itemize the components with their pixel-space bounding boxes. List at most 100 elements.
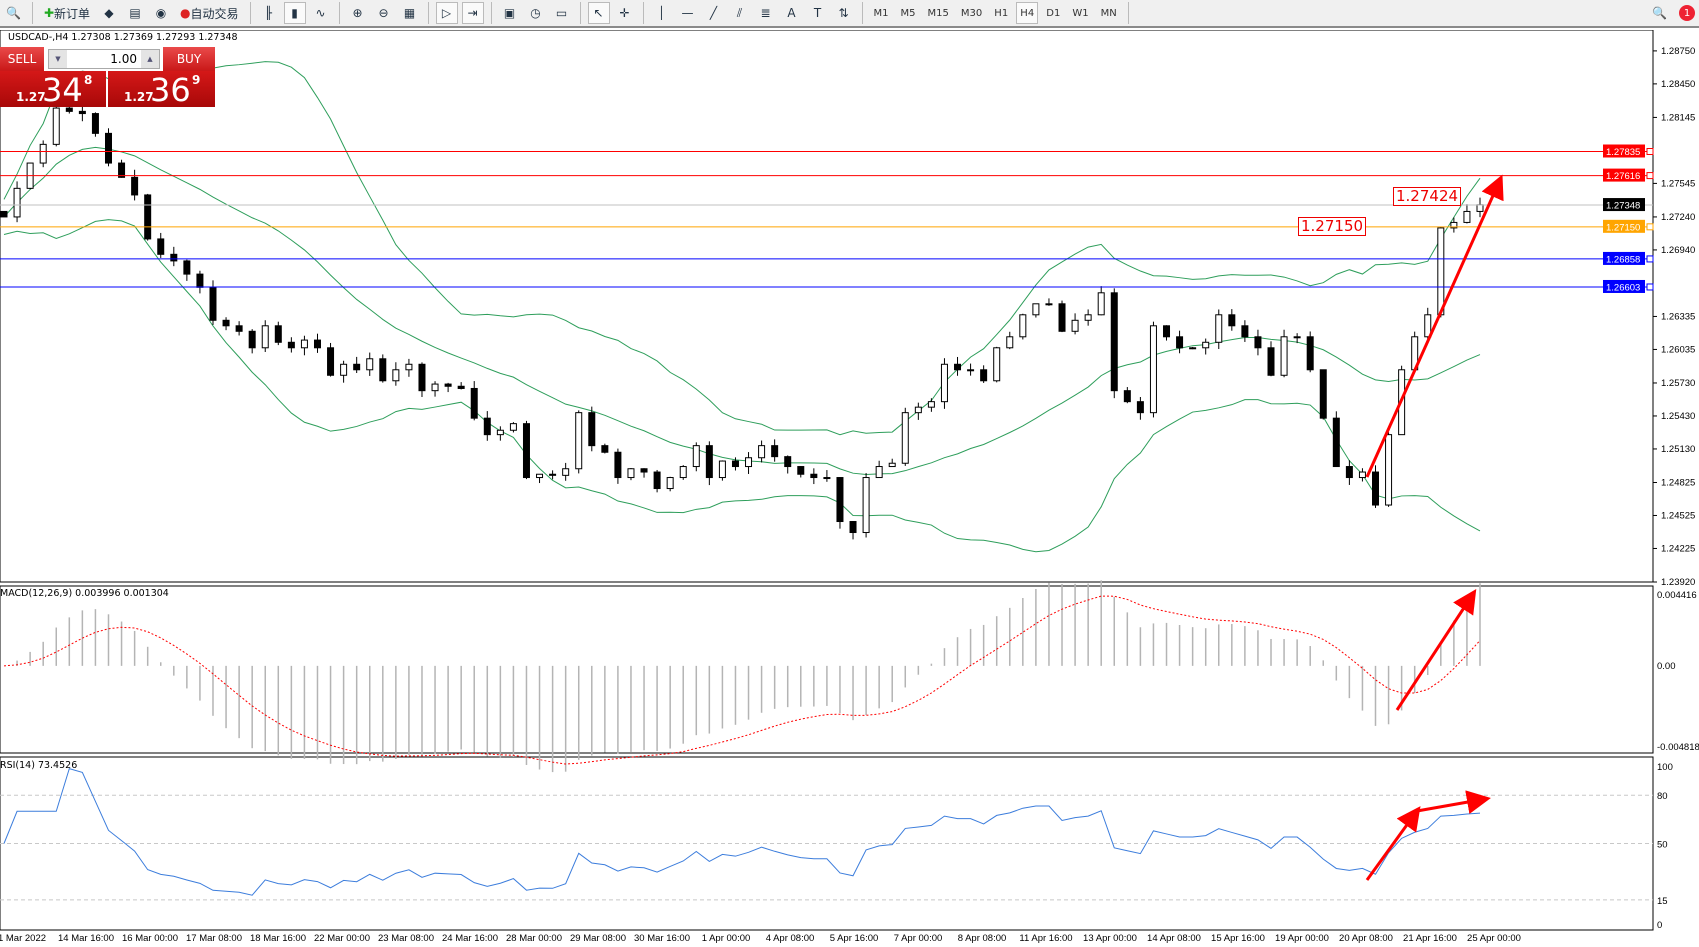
- bear-candle: [287, 341, 295, 349]
- toolbar-separator: [861, 2, 863, 24]
- buy-price[interactable]: 1.27 36 9: [108, 71, 215, 109]
- price-tick-label: 1.23920: [1661, 577, 1695, 588]
- search-icon[interactable]: 🔍: [6, 6, 21, 20]
- bull-candle: [1385, 434, 1393, 506]
- equidistant-channel-icon[interactable]: ⫽: [736, 5, 743, 20]
- bull-candle: [888, 462, 896, 468]
- sell-price-pip: 8: [84, 73, 93, 87]
- macd-axis-label: 0.004416: [1657, 590, 1697, 601]
- toolbar-separator: [579, 2, 581, 24]
- text-icon[interactable]: A: [787, 6, 796, 20]
- time-label: 1 Mar 2022: [0, 933, 47, 944]
- timeframe-m30[interactable]: M30: [960, 7, 983, 19]
- lots-value[interactable]: 1.00: [110, 52, 137, 66]
- sell-price[interactable]: 1.27 34 8: [0, 71, 106, 109]
- bear-candle: [313, 339, 321, 349]
- candle-chart-icon[interactable]: ▮: [283, 2, 306, 24]
- buy-button[interactable]: BUY: [163, 47, 215, 71]
- fibonacci-icon[interactable]: ≣: [760, 6, 771, 20]
- symbol-info: USDCAD-,H4 1.27308 1.27369 1.27293 1.273…: [8, 32, 238, 43]
- signals-icon[interactable]: ◉: [155, 6, 167, 20]
- bear-candle: [1163, 325, 1171, 338]
- timeframe-h1[interactable]: H1: [994, 7, 1009, 19]
- price-line-tag: [1603, 251, 1645, 265]
- macd-axis-label: -0.004818: [1657, 742, 1699, 753]
- price-line-tag-label: 1.26858: [1606, 254, 1640, 265]
- time-label: 30 Mar 16:00: [634, 933, 690, 944]
- indicators-icon[interactable]: ▣: [503, 6, 516, 20]
- search-icon[interactable]: 🔍: [1652, 6, 1667, 20]
- timeframe-m15[interactable]: M15: [927, 7, 949, 19]
- price-line-tag-label: 1.26603: [1606, 282, 1640, 293]
- zoom-out-icon[interactable]: ⊖: [378, 6, 389, 20]
- auto-trading-label: 自动交易: [190, 6, 239, 21]
- bull-candle: [679, 466, 687, 479]
- lots-decrease-icon[interactable]: ▼: [49, 50, 67, 68]
- vertical-line-icon[interactable]: │: [657, 6, 666, 20]
- cursor-icon[interactable]: ↖: [587, 2, 610, 24]
- lots-input[interactable]: ▼ 1.00 ▲: [48, 49, 160, 69]
- line-chart-icon[interactable]: ∿: [315, 6, 326, 20]
- horizontal-line-icon[interactable]: —: [681, 6, 694, 20]
- bear-candle: [797, 466, 805, 475]
- timeframe-h4[interactable]: H4: [1016, 2, 1039, 24]
- bull-candle: [1202, 341, 1210, 349]
- bear-candle: [104, 132, 112, 164]
- time-label: 15 Apr 16:00: [1211, 933, 1265, 944]
- bull-candle: [862, 477, 870, 534]
- bear-candle: [483, 417, 491, 436]
- timeframe-m1[interactable]: M1: [873, 7, 889, 19]
- market-watch-icon[interactable]: ▤: [129, 6, 141, 20]
- price-tick-label: 1.25430: [1661, 411, 1695, 422]
- trendline-icon[interactable]: ╱: [709, 6, 718, 20]
- timeframe-m5[interactable]: M5: [900, 7, 916, 19]
- sell-button[interactable]: SELL: [0, 47, 44, 71]
- bear-candle: [614, 451, 622, 479]
- bull-candle: [562, 468, 570, 476]
- rsi-axis-label: 100: [1657, 762, 1673, 773]
- chart-shift-icon[interactable]: ⇥: [461, 2, 484, 24]
- bollinger-lower: [3, 219, 1481, 553]
- lots-increase-icon[interactable]: ▲: [141, 50, 159, 68]
- timeframe-w1[interactable]: W1: [1072, 7, 1089, 19]
- bear-candle: [731, 460, 739, 468]
- templates-icon[interactable]: ▭: [555, 6, 568, 20]
- bear-candle: [1058, 303, 1066, 332]
- periods-icon[interactable]: ◷: [530, 6, 541, 20]
- bear-candle: [379, 358, 387, 382]
- price-label-1-27150[interactable]: 1.27150: [1298, 217, 1367, 236]
- timeframe-mn[interactable]: MN: [1100, 7, 1117, 19]
- timeframe-d1[interactable]: D1: [1046, 7, 1061, 19]
- notification-badge: 1: [1679, 5, 1695, 21]
- new-order-button[interactable]: ✚ 新订单: [40, 2, 94, 24]
- bull-candle: [627, 468, 635, 479]
- bear-candle: [274, 325, 282, 343]
- bear-candle: [836, 477, 844, 523]
- bull-candle: [1450, 221, 1458, 229]
- crosshair-icon[interactable]: ✛: [619, 6, 630, 20]
- bollinger-upper: [3, 61, 1481, 436]
- bear-candle: [1306, 336, 1314, 371]
- price-tick-label: 1.28145: [1661, 112, 1695, 123]
- time-label: 14 Mar 16:00: [58, 933, 114, 944]
- rsi-axis-label: 0: [1657, 920, 1662, 931]
- bear-candle: [222, 319, 230, 327]
- text-label-icon[interactable]: T: [813, 6, 822, 20]
- price-label-1-27424[interactable]: 1.27424: [1393, 187, 1462, 206]
- time-label: 14 Apr 08:00: [1147, 933, 1201, 944]
- trend-arrow-rsi: [1365, 806, 1421, 881]
- auto-trading-button[interactable]: ● 自动交易: [176, 2, 243, 24]
- bear-candle: [1110, 292, 1118, 392]
- bull-candle: [940, 363, 948, 403]
- zoom-in-icon[interactable]: ⊕: [352, 6, 363, 20]
- arrows-icon[interactable]: ⇅: [838, 6, 849, 20]
- time-label: 24 Mar 16:00: [442, 933, 498, 944]
- autoscroll-icon[interactable]: ▷: [435, 2, 458, 24]
- bear-candle: [1176, 336, 1184, 349]
- history-icon[interactable]: ◆: [104, 6, 114, 20]
- chart-window[interactable]: 1.28750 1.28450 1.28145 1.27545 1.27240 1.269…: [0, 30, 1699, 947]
- tile-windows-icon[interactable]: ▦: [403, 6, 416, 20]
- notifications-button[interactable]: 1: [1675, 2, 1699, 24]
- time-label: 21 Apr 16:00: [1403, 933, 1457, 944]
- bar-chart-icon[interactable]: ╟: [264, 6, 273, 20]
